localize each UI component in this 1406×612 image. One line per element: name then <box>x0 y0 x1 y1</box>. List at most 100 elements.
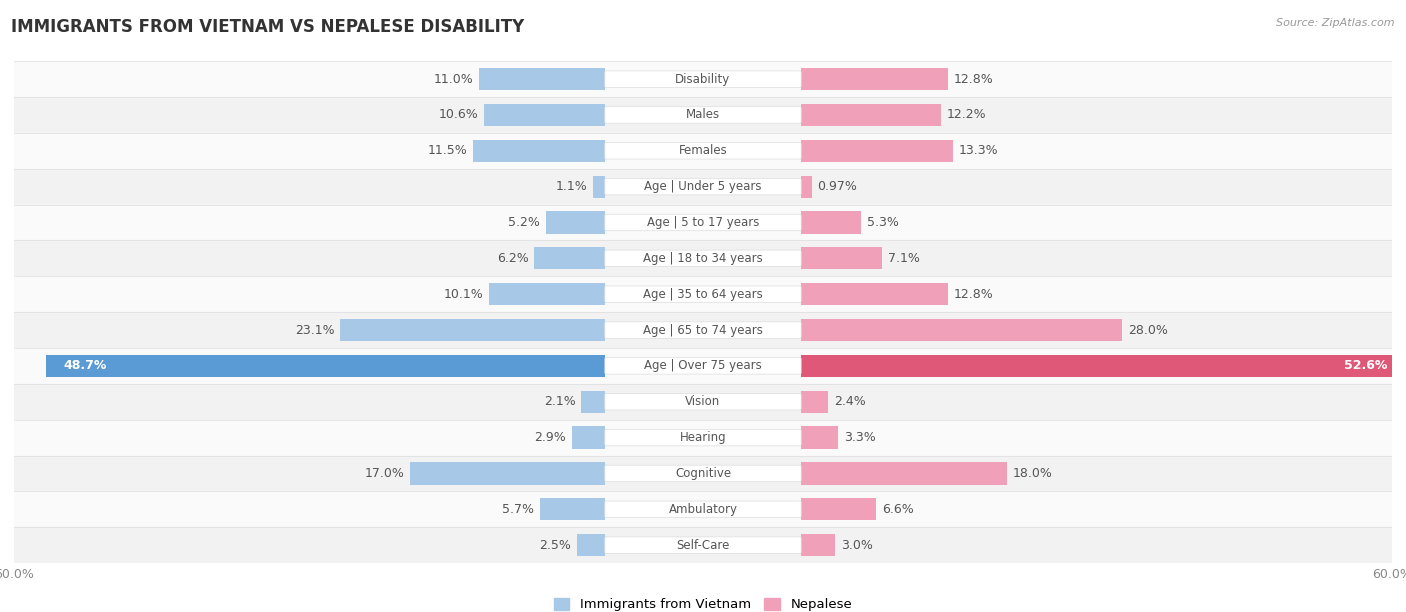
Bar <box>14 133 1392 169</box>
Bar <box>14 204 1392 241</box>
Text: 5.2%: 5.2% <box>508 216 540 229</box>
FancyBboxPatch shape <box>605 106 801 123</box>
Bar <box>474 140 606 162</box>
Bar <box>581 390 606 413</box>
Text: 18.0%: 18.0% <box>1012 467 1053 480</box>
Text: 11.5%: 11.5% <box>427 144 468 157</box>
Text: Age | 18 to 34 years: Age | 18 to 34 years <box>643 252 763 265</box>
FancyBboxPatch shape <box>605 465 801 482</box>
Text: Age | Over 75 years: Age | Over 75 years <box>644 359 762 372</box>
Text: 23.1%: 23.1% <box>295 324 335 337</box>
Bar <box>14 169 1392 204</box>
Text: 3.0%: 3.0% <box>841 539 873 551</box>
Text: 6.6%: 6.6% <box>882 503 914 516</box>
Bar <box>800 462 1007 485</box>
Text: Vision: Vision <box>685 395 721 408</box>
Text: Ambulatory: Ambulatory <box>668 503 738 516</box>
Text: 5.7%: 5.7% <box>502 503 534 516</box>
Text: 0.97%: 0.97% <box>817 180 858 193</box>
Bar <box>800 104 941 126</box>
Bar <box>14 420 1392 455</box>
Text: Source: ZipAtlas.com: Source: ZipAtlas.com <box>1277 18 1395 28</box>
Bar <box>800 427 838 449</box>
Bar <box>800 283 948 305</box>
FancyBboxPatch shape <box>605 250 801 267</box>
Text: Disability: Disability <box>675 73 731 86</box>
Bar <box>14 348 1392 384</box>
FancyBboxPatch shape <box>605 179 801 195</box>
FancyBboxPatch shape <box>605 357 801 374</box>
Bar <box>540 498 606 520</box>
Text: 2.9%: 2.9% <box>534 431 567 444</box>
Bar <box>14 61 1392 97</box>
Text: 10.6%: 10.6% <box>439 108 478 121</box>
Bar <box>800 211 862 234</box>
Bar <box>489 283 606 305</box>
Text: Age | 5 to 17 years: Age | 5 to 17 years <box>647 216 759 229</box>
Text: 6.2%: 6.2% <box>496 252 529 265</box>
Bar <box>572 427 606 449</box>
Text: 5.3%: 5.3% <box>868 216 898 229</box>
Bar <box>340 319 606 341</box>
Text: 2.4%: 2.4% <box>834 395 866 408</box>
Bar <box>14 312 1392 348</box>
Bar <box>46 355 606 377</box>
Text: Hearing: Hearing <box>679 431 727 444</box>
FancyBboxPatch shape <box>605 143 801 159</box>
Text: 10.1%: 10.1% <box>444 288 484 300</box>
Bar <box>411 462 606 485</box>
Bar <box>800 319 1122 341</box>
Text: Females: Females <box>679 144 727 157</box>
Bar <box>800 498 876 520</box>
FancyBboxPatch shape <box>605 286 801 302</box>
FancyBboxPatch shape <box>605 71 801 88</box>
Bar <box>14 276 1392 312</box>
Bar <box>546 211 606 234</box>
Text: 13.3%: 13.3% <box>959 144 998 157</box>
Text: 1.1%: 1.1% <box>555 180 588 193</box>
Text: 7.1%: 7.1% <box>887 252 920 265</box>
Text: 3.3%: 3.3% <box>844 431 876 444</box>
Bar <box>800 534 835 556</box>
Text: 12.8%: 12.8% <box>953 288 993 300</box>
Bar <box>14 97 1392 133</box>
Bar <box>800 355 1405 377</box>
FancyBboxPatch shape <box>605 214 801 231</box>
FancyBboxPatch shape <box>605 501 801 518</box>
Text: 2.1%: 2.1% <box>544 395 575 408</box>
Text: Age | 35 to 64 years: Age | 35 to 64 years <box>643 288 763 300</box>
Bar <box>479 68 606 90</box>
Text: Age | Under 5 years: Age | Under 5 years <box>644 180 762 193</box>
Bar <box>14 384 1392 420</box>
Bar <box>800 176 811 198</box>
Text: 17.0%: 17.0% <box>364 467 405 480</box>
Bar <box>593 176 606 198</box>
Bar <box>14 241 1392 276</box>
Bar <box>14 491 1392 527</box>
FancyBboxPatch shape <box>605 394 801 410</box>
Text: Males: Males <box>686 108 720 121</box>
Text: 52.6%: 52.6% <box>1344 359 1388 372</box>
Bar <box>576 534 606 556</box>
Bar <box>800 247 882 269</box>
Text: Self-Care: Self-Care <box>676 539 730 551</box>
Legend: Immigrants from Vietnam, Nepalese: Immigrants from Vietnam, Nepalese <box>548 592 858 612</box>
FancyBboxPatch shape <box>605 430 801 446</box>
Bar <box>484 104 606 126</box>
Bar <box>800 68 948 90</box>
Text: Age | 65 to 74 years: Age | 65 to 74 years <box>643 324 763 337</box>
FancyBboxPatch shape <box>605 537 801 553</box>
Text: IMMIGRANTS FROM VIETNAM VS NEPALESE DISABILITY: IMMIGRANTS FROM VIETNAM VS NEPALESE DISA… <box>11 18 524 36</box>
Bar <box>14 527 1392 563</box>
Bar <box>800 140 953 162</box>
Text: 28.0%: 28.0% <box>1128 324 1168 337</box>
Text: 11.0%: 11.0% <box>433 73 474 86</box>
Text: 48.7%: 48.7% <box>63 359 107 372</box>
Text: 12.8%: 12.8% <box>953 73 993 86</box>
Bar <box>800 390 828 413</box>
Text: Cognitive: Cognitive <box>675 467 731 480</box>
Text: 12.2%: 12.2% <box>946 108 986 121</box>
FancyBboxPatch shape <box>605 322 801 338</box>
Bar <box>14 455 1392 491</box>
Bar <box>534 247 606 269</box>
